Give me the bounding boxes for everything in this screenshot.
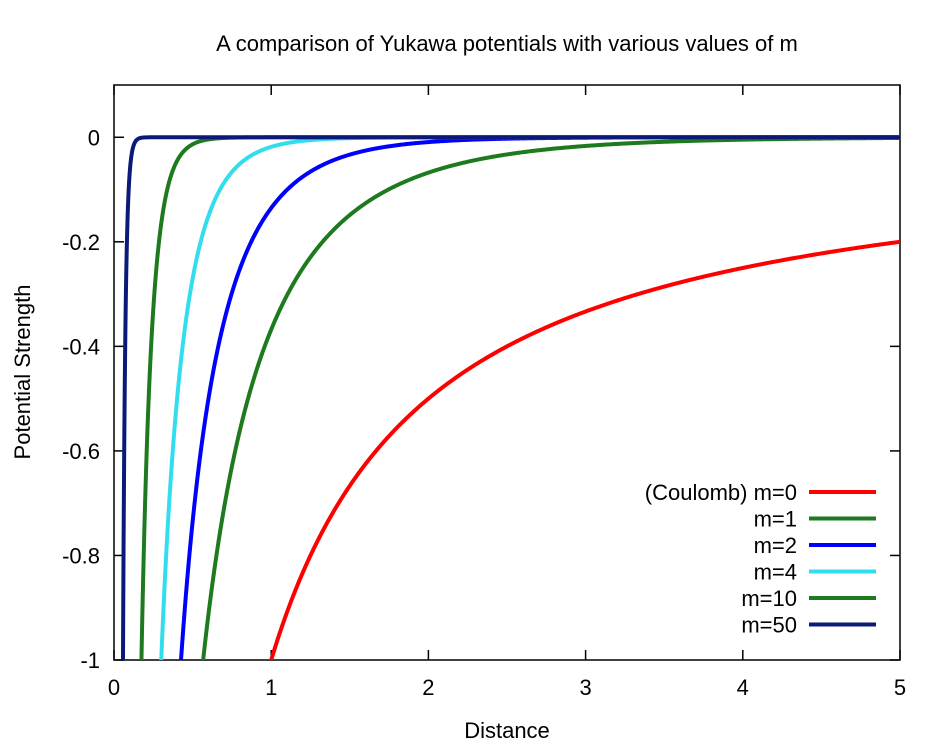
y-tick-label: -0.8 bbox=[62, 543, 100, 568]
chart-title: A comparison of Yukawa potentials with v… bbox=[216, 31, 798, 56]
legend-label: m=4 bbox=[754, 560, 797, 585]
legend-label: (Coulomb) m=0 bbox=[645, 480, 797, 505]
x-tick-label: 0 bbox=[108, 675, 120, 700]
y-axis-ticks: 0 -0.2 -0.4 -0.6 -0.8 -1 bbox=[62, 125, 900, 673]
y-tick-label: -0.4 bbox=[62, 334, 100, 359]
y-tick-label: -0.2 bbox=[62, 230, 100, 255]
x-tick-label: 4 bbox=[737, 675, 749, 700]
series-line-0 bbox=[269, 239, 900, 660]
y-axis-label: Potential Strength bbox=[10, 285, 35, 460]
x-tick-label: 5 bbox=[894, 675, 906, 700]
series-lines bbox=[120, 135, 900, 660]
legend-label: m=1 bbox=[754, 507, 797, 532]
x-tick-label: 1 bbox=[265, 675, 277, 700]
y-tick-label: 0 bbox=[88, 125, 100, 150]
series-line-1 bbox=[201, 135, 900, 660]
legend-label: m=50 bbox=[741, 613, 797, 638]
plot-border bbox=[113, 84, 901, 661]
x-tick-label: 3 bbox=[579, 675, 591, 700]
y-tick-label: -0.6 bbox=[62, 439, 100, 464]
legend-label: m=2 bbox=[754, 533, 797, 558]
x-tick-label: 2 bbox=[422, 675, 434, 700]
y-tick-label: -1 bbox=[80, 648, 100, 673]
legend-label: m=10 bbox=[741, 586, 797, 611]
x-axis-ticks: 0 1 2 3 4 5 bbox=[108, 85, 906, 700]
series-line-5 bbox=[120, 135, 900, 660]
x-axis-label: Distance bbox=[464, 718, 550, 743]
plot-frame bbox=[113, 84, 901, 661]
legend: (Coulomb) m=0m=1m=2m=4m=10m=50 bbox=[645, 480, 876, 638]
